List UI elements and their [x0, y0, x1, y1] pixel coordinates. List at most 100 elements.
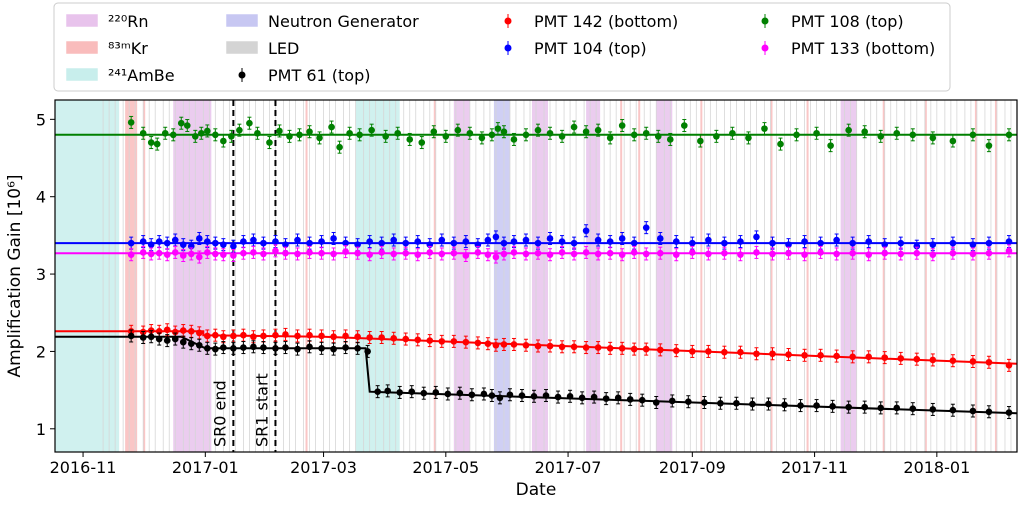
- legend-box: [53, 2, 951, 92]
- data-point: [542, 392, 550, 399]
- legend-label: PMT 61 (top): [268, 66, 370, 85]
- data-point: [220, 251, 227, 259]
- x-tick-label: 2017-09: [659, 458, 726, 477]
- data-point: [642, 224, 650, 231]
- data-point: [689, 239, 696, 247]
- data-point: [705, 236, 712, 244]
- calibration-band: [974, 100, 977, 452]
- data-point: [500, 250, 508, 258]
- data-point: [913, 242, 921, 250]
- data-point: [865, 238, 872, 245]
- data-point: [260, 332, 267, 340]
- data-point: [396, 389, 404, 396]
- data-point: [204, 345, 211, 352]
- data-point: [949, 406, 957, 414]
- legend-label: PMT 133 (bottom): [791, 39, 935, 58]
- data-point: [949, 239, 957, 247]
- legend-label: PMT 142 (bottom): [534, 12, 678, 31]
- data-point: [444, 390, 452, 398]
- data-point: [865, 353, 872, 361]
- data-point: [468, 391, 476, 399]
- data-point: [378, 334, 385, 341]
- data-point: [183, 122, 191, 129]
- data-point: [230, 252, 237, 259]
- data-point: [845, 126, 852, 134]
- data-point: [478, 134, 486, 142]
- data-point: [749, 400, 756, 408]
- data-point: [630, 131, 638, 139]
- data-point: [426, 337, 434, 344]
- data-point: [534, 239, 542, 247]
- data-points: [127, 115, 1013, 420]
- calibration-band: [586, 100, 601, 452]
- data-point: [306, 249, 313, 256]
- data-point: [929, 356, 937, 364]
- data-point: [618, 235, 626, 242]
- data-point: [510, 341, 518, 348]
- calibration-band: [994, 100, 997, 452]
- data-point: [721, 249, 728, 257]
- data-point: [705, 348, 712, 355]
- data-point: [220, 344, 227, 351]
- data-point: [318, 345, 325, 352]
- data-point: [518, 392, 526, 399]
- data-point: [602, 395, 610, 402]
- data-point: [147, 250, 155, 258]
- data-point: [510, 249, 518, 256]
- data-point: [230, 332, 237, 340]
- legend-marker: [761, 44, 769, 52]
- data-point: [240, 249, 247, 257]
- data-point: [336, 143, 343, 151]
- data-point: [246, 119, 253, 127]
- data-point: [785, 351, 792, 358]
- legend-swatch: [65, 40, 99, 55]
- data-point: [817, 351, 824, 359]
- data-point: [179, 252, 187, 259]
- data-point: [713, 133, 720, 140]
- y-tick-label: 3: [36, 265, 46, 284]
- calibration-band: [924, 100, 927, 452]
- data-point: [236, 126, 243, 134]
- data-point: [354, 333, 361, 341]
- calibration-band: [55, 100, 120, 452]
- data-point: [306, 239, 313, 247]
- data-point: [230, 345, 237, 352]
- data-point: [638, 396, 646, 404]
- calibration-band: [305, 100, 308, 452]
- data-point: [276, 127, 283, 135]
- data-point: [378, 249, 385, 256]
- data-point: [534, 342, 542, 350]
- y-tick-label: 5: [36, 110, 46, 129]
- data-point: [897, 239, 905, 247]
- legend-label: ²⁴¹AmBe: [108, 66, 175, 85]
- x-tick-label: 2017-05: [412, 458, 479, 477]
- calibration-band: [806, 100, 809, 452]
- data-point: [492, 253, 500, 261]
- data-point: [187, 250, 195, 258]
- data-point: [155, 238, 163, 245]
- data-point: [689, 348, 696, 355]
- data-point: [685, 398, 692, 406]
- data-point: [668, 397, 676, 405]
- data-point: [456, 389, 464, 397]
- data-point: [721, 239, 728, 247]
- data-point: [913, 249, 921, 257]
- x-axis-label: Date: [516, 480, 557, 500]
- data-point: [330, 235, 337, 242]
- data-point: [672, 238, 680, 245]
- legend-label: PMT 104 (top): [534, 39, 647, 58]
- data-point: [438, 338, 446, 345]
- data-point: [153, 140, 161, 148]
- data-point: [893, 129, 901, 137]
- data-point: [212, 131, 219, 139]
- data-point: [402, 335, 410, 343]
- data-point: [813, 402, 820, 409]
- data-point: [402, 249, 410, 257]
- y-tick-label: 4: [36, 188, 46, 207]
- data-point: [522, 236, 530, 244]
- legend-label: ⁸³ᵐKr: [108, 39, 148, 58]
- data-point: [282, 249, 289, 257]
- data-point: [296, 131, 303, 139]
- data-point: [204, 127, 211, 135]
- data-point: [204, 332, 211, 340]
